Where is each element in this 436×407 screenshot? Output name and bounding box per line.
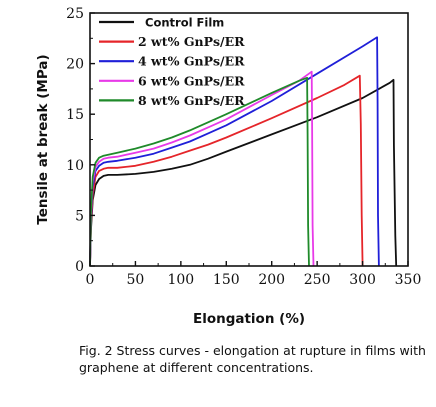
x-axis-title: Elongation (%) <box>193 311 305 327</box>
series-line-1 <box>89 78 398 267</box>
x-tick-label: 200 <box>258 272 285 288</box>
series-line-2 <box>89 74 364 267</box>
x-tick-label: 300 <box>349 272 376 288</box>
series-layer <box>89 36 398 267</box>
figure-caption: Fig. 2 Stress curves - elongation at rup… <box>79 343 426 375</box>
y-tick-label: 0 <box>75 259 84 275</box>
y-axis-title: Tensile at break (MPa) <box>35 54 51 224</box>
legend-label-3: 4 wt% GnPs/ER <box>138 54 245 69</box>
x-tick-label: 0 <box>86 272 95 288</box>
x-tick-label: 150 <box>213 272 240 288</box>
y-tick-label: 20 <box>66 57 84 73</box>
y-tick-label: 15 <box>66 107 84 123</box>
series-line-4 <box>89 70 315 267</box>
legend-label-1: Control Film <box>145 16 224 30</box>
x-tick-label: 50 <box>127 272 145 288</box>
y-tick-label: 5 <box>75 208 84 224</box>
x-tick-label: 350 <box>395 272 422 288</box>
x-tick-label: 250 <box>304 272 331 288</box>
stress-strain-chart: 0 50 100 150 200 250 300 350 0 5 10 15 20 25 Control … <box>35 6 421 327</box>
y-tick-label: 25 <box>66 6 84 22</box>
legend-label-2: 2 wt% GnPs/ER <box>138 34 245 49</box>
series-line-3 <box>89 36 380 267</box>
series-line-5 <box>89 76 310 267</box>
legend-label-5: 8 wt% GnPs/ER <box>138 93 245 108</box>
legend: Control Film 2 wt% GnPs/ER 4 wt% GnPs/ER 6 … <box>99 16 245 108</box>
legend-label-4: 6 wt% GnPs/ER <box>138 73 245 88</box>
tick-layer: 0 50 100 150 200 250 300 350 0 5 10 15 20 25 <box>66 6 421 288</box>
x-tick-label: 100 <box>167 272 194 288</box>
y-tick-label: 10 <box>66 158 84 174</box>
